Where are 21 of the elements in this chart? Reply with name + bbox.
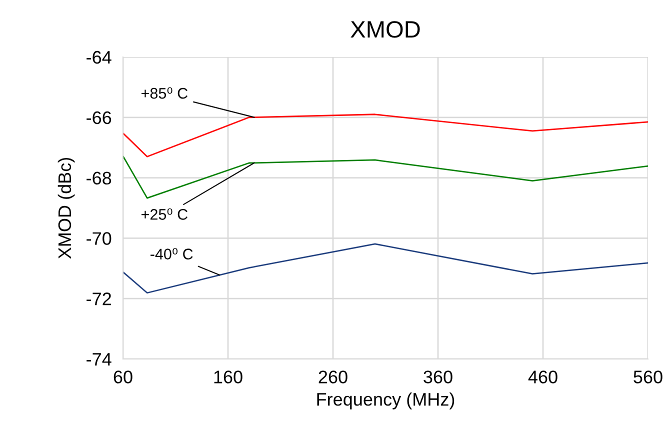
y-tick-label: -68 — [86, 172, 112, 185]
y-tick-label: -66 — [86, 111, 112, 124]
line-series — [123, 114, 648, 158]
x-tick-label: 160 — [214, 370, 242, 384]
chart-title: XMOD — [350, 21, 420, 38]
y-tick-label: -72 — [86, 292, 111, 306]
series-label: +25⁰ C — [142, 208, 188, 220]
y-axis-title: XMOD (dBc) — [58, 158, 75, 259]
y-tick-label: -74 — [86, 353, 112, 366]
text: +85⁰ C — [142, 87, 188, 99]
x-axis-title: Frequency (MHz) — [317, 392, 454, 410]
y-tick-label: -70 — [86, 232, 112, 245]
x-tick-label: 360 — [424, 370, 452, 384]
y-tick-label: -64 — [86, 50, 112, 64]
line-series — [123, 155, 648, 199]
line-series — [123, 243, 648, 294]
x-tick-label: 460 — [528, 370, 558, 384]
series-label: -40⁰ C — [150, 248, 193, 260]
x-tick-label: 260 — [318, 370, 348, 384]
x-tick-label: 60 — [114, 370, 132, 384]
x-tick-label: 560 — [634, 370, 662, 384]
